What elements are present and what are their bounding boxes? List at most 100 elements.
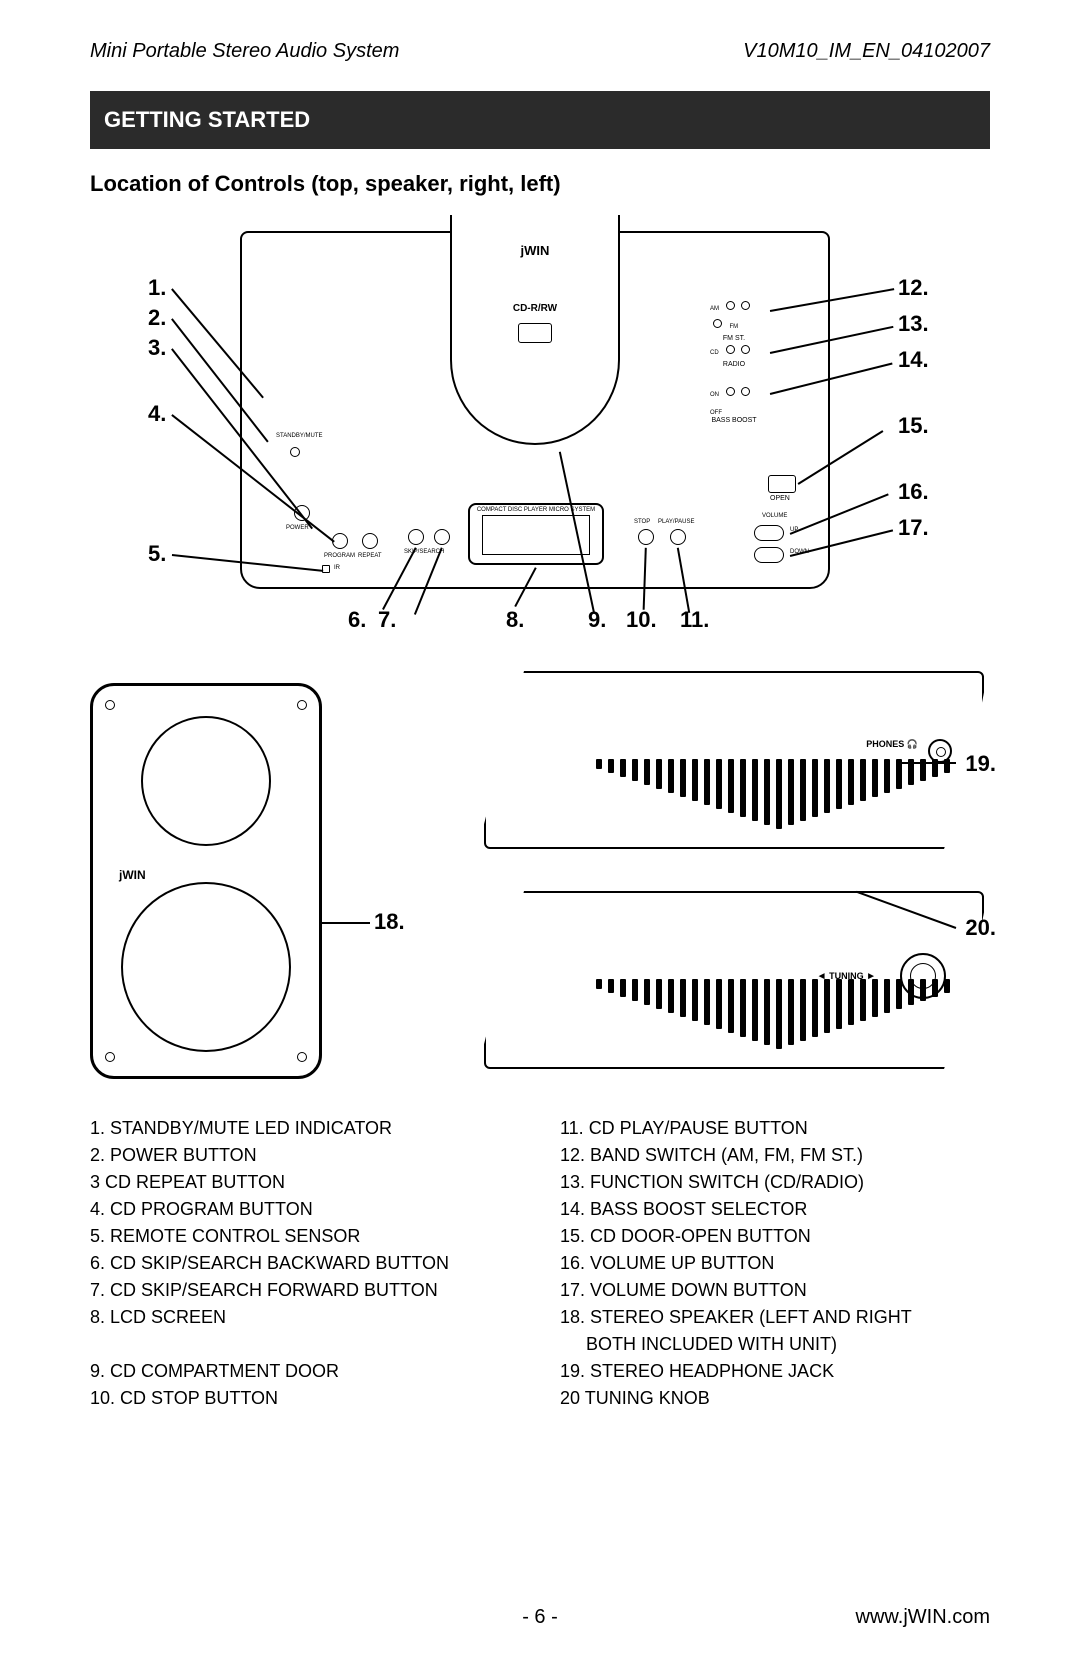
lcd-screen: COMPACT DISC PLAYER MICRO SYSTEM xyxy=(468,503,604,565)
legend-item: 14. BASS BOOST SELECTOR xyxy=(560,1196,990,1223)
standby-label: STANDBY/MUTE xyxy=(276,433,323,439)
callout-13: 13. xyxy=(898,311,929,337)
lcd-label: COMPACT DISC PLAYER MICRO SYSTEM xyxy=(477,507,595,513)
cd-open-button-icon xyxy=(768,475,796,493)
legend-item: 7. CD SKIP/SEARCH FORWARD BUTTON xyxy=(90,1277,520,1304)
header-right: V10M10_IM_EN_04102007 xyxy=(743,40,990,63)
callout-11: 11. xyxy=(680,607,709,633)
diagram-lower-row: jWIN 18. PHONES 🎧 19. ◄ TUNING ► 20. xyxy=(90,659,990,1079)
open-label: OPEN xyxy=(770,495,790,502)
speaker-diagram: jWIN xyxy=(90,683,322,1079)
function-switch-icon: CD RADIO xyxy=(710,341,758,377)
legend-item: 5. REMOTE CONTROL SENSOR xyxy=(90,1223,520,1250)
headphone-jack-icon xyxy=(928,739,952,763)
compact-disc-logo-icon xyxy=(518,323,552,343)
cd-door: jWIN CD-R/RW xyxy=(450,215,620,445)
power-label: POWER xyxy=(286,525,309,531)
callout-9: 9. xyxy=(588,607,606,633)
side-view-right: PHONES 🎧 xyxy=(484,671,984,849)
legend-item: 20 TUNING KNOB xyxy=(560,1385,990,1412)
callout-line xyxy=(322,922,370,924)
side-view-left: ◄ TUNING ► xyxy=(484,891,984,1069)
legend-item: 18. STEREO SPEAKER (LEFT AND RIGHT xyxy=(560,1304,990,1331)
legend-item: 15. CD DOOR-OPEN BUTTON xyxy=(560,1223,990,1250)
repeat-button-icon xyxy=(362,533,378,549)
callout-12: 12. xyxy=(898,275,929,301)
legend-item: 6. CD SKIP/SEARCH BACKWARD BUTTON xyxy=(90,1250,520,1277)
woofer-icon xyxy=(121,882,291,1052)
page-header: Mini Portable Stereo Audio System V10M10… xyxy=(90,40,990,63)
callout-4: 4. xyxy=(148,401,166,427)
callout-17: 17. xyxy=(898,515,929,541)
header-left: Mini Portable Stereo Audio System xyxy=(90,40,399,63)
callout-20: 20. xyxy=(965,915,996,941)
callout-3: 3. xyxy=(148,335,166,361)
footer-url: www.jWIN.com xyxy=(856,1606,990,1629)
program-label: PROGRAM xyxy=(324,553,355,559)
phones-label: PHONES 🎧 xyxy=(866,739,918,750)
page-footer: - 6 - www.jWIN.com xyxy=(90,1606,990,1629)
callout-19: 19. xyxy=(965,751,996,777)
band-switch-icon: AM FM FM ST. xyxy=(710,297,758,333)
screw-icon xyxy=(297,700,307,710)
callout-15: 15. xyxy=(898,413,929,439)
legend-item: 4. CD PROGRAM BUTTON xyxy=(90,1196,520,1223)
tweeter-icon xyxy=(141,716,271,846)
legend-item: BOTH INCLUDED WITH UNIT) xyxy=(586,1331,990,1358)
legend-item: 11. CD PLAY/PAUSE BUTTON xyxy=(560,1115,990,1142)
volume-up-button-icon xyxy=(754,525,784,541)
legend-item: 10. CD STOP BUTTON xyxy=(90,1385,520,1412)
section-title: GETTING STARTED xyxy=(104,107,310,132)
speaker-brand: jWIN xyxy=(119,868,146,882)
controls-legend: 1. STANDBY/MUTE LED INDICATOR 2. POWER B… xyxy=(90,1115,990,1412)
playpause-label: PLAY/PAUSE xyxy=(658,519,694,525)
tuning-label: ◄ TUNING ► xyxy=(817,971,876,982)
callout-10: 10. xyxy=(626,607,657,633)
skip-back-button-icon xyxy=(408,529,424,545)
vent-grille-icon xyxy=(596,759,950,829)
section-title-bar: GETTING STARTED xyxy=(90,91,990,149)
legend-item: 3 CD REPEAT BUTTON xyxy=(90,1169,520,1196)
legend-item: 13. FUNCTION SWITCH (CD/RADIO) xyxy=(560,1169,990,1196)
legend-item: 9. CD COMPARTMENT DOOR xyxy=(90,1358,520,1385)
volume-label: VOLUME xyxy=(762,513,787,519)
callout-6: 6. xyxy=(348,607,366,633)
legend-item: 1. STANDBY/MUTE LED INDICATOR xyxy=(90,1115,520,1142)
play-pause-button-icon xyxy=(670,529,686,545)
legend-item: 19. STEREO HEADPHONE JACK xyxy=(560,1358,990,1385)
cd-rw-label: CD-R/RW xyxy=(513,303,557,314)
screw-icon xyxy=(105,1052,115,1062)
screw-icon xyxy=(105,700,115,710)
callout-7: 7. xyxy=(378,607,396,633)
tuning-knob-icon xyxy=(900,953,946,999)
skip-fwd-button-icon xyxy=(434,529,450,545)
callout-1: 1. xyxy=(148,275,166,301)
legend-col-left: 1. STANDBY/MUTE LED INDICATOR 2. POWER B… xyxy=(90,1115,520,1412)
callout-line xyxy=(898,762,956,764)
subsection-title: Location of Controls (top, speaker, righ… xyxy=(90,171,990,197)
repeat-label: REPEAT xyxy=(358,553,382,559)
callout-18: 18. xyxy=(374,909,405,935)
vent-grille-icon xyxy=(596,979,950,1049)
stop-label: STOP xyxy=(634,519,650,525)
brand-label: jWIN xyxy=(521,243,550,258)
callout-16: 16. xyxy=(898,479,929,505)
legend-item: 12. BAND SWITCH (AM, FM, FM ST.) xyxy=(560,1142,990,1169)
callout-2: 2. xyxy=(148,305,166,331)
standby-led-icon xyxy=(290,447,300,457)
callout-14: 14. xyxy=(898,347,929,373)
legend-item: 2. POWER BUTTON xyxy=(90,1142,520,1169)
callout-8: 8. xyxy=(506,607,524,633)
screw-icon xyxy=(297,1052,307,1062)
ir-label: IR xyxy=(334,565,340,571)
page-number: - 6 - xyxy=(522,1606,558,1629)
legend-item: 16. VOLUME UP BUTTON xyxy=(560,1250,990,1277)
volume-down-button-icon xyxy=(754,547,784,563)
legend-item: 8. LCD SCREEN xyxy=(90,1304,520,1331)
legend-col-right: 11. CD PLAY/PAUSE BUTTON 12. BAND SWITCH… xyxy=(560,1115,990,1412)
diagram-top-view: jWIN CD-R/RW COMPACT DISC PLAYER MICRO S… xyxy=(90,215,990,635)
legend-item: 17. VOLUME DOWN BUTTON xyxy=(560,1277,990,1304)
bass-boost-switch-icon: ON OFF BASS BOOST xyxy=(710,383,758,419)
stop-button-icon xyxy=(638,529,654,545)
callout-5: 5. xyxy=(148,541,166,567)
